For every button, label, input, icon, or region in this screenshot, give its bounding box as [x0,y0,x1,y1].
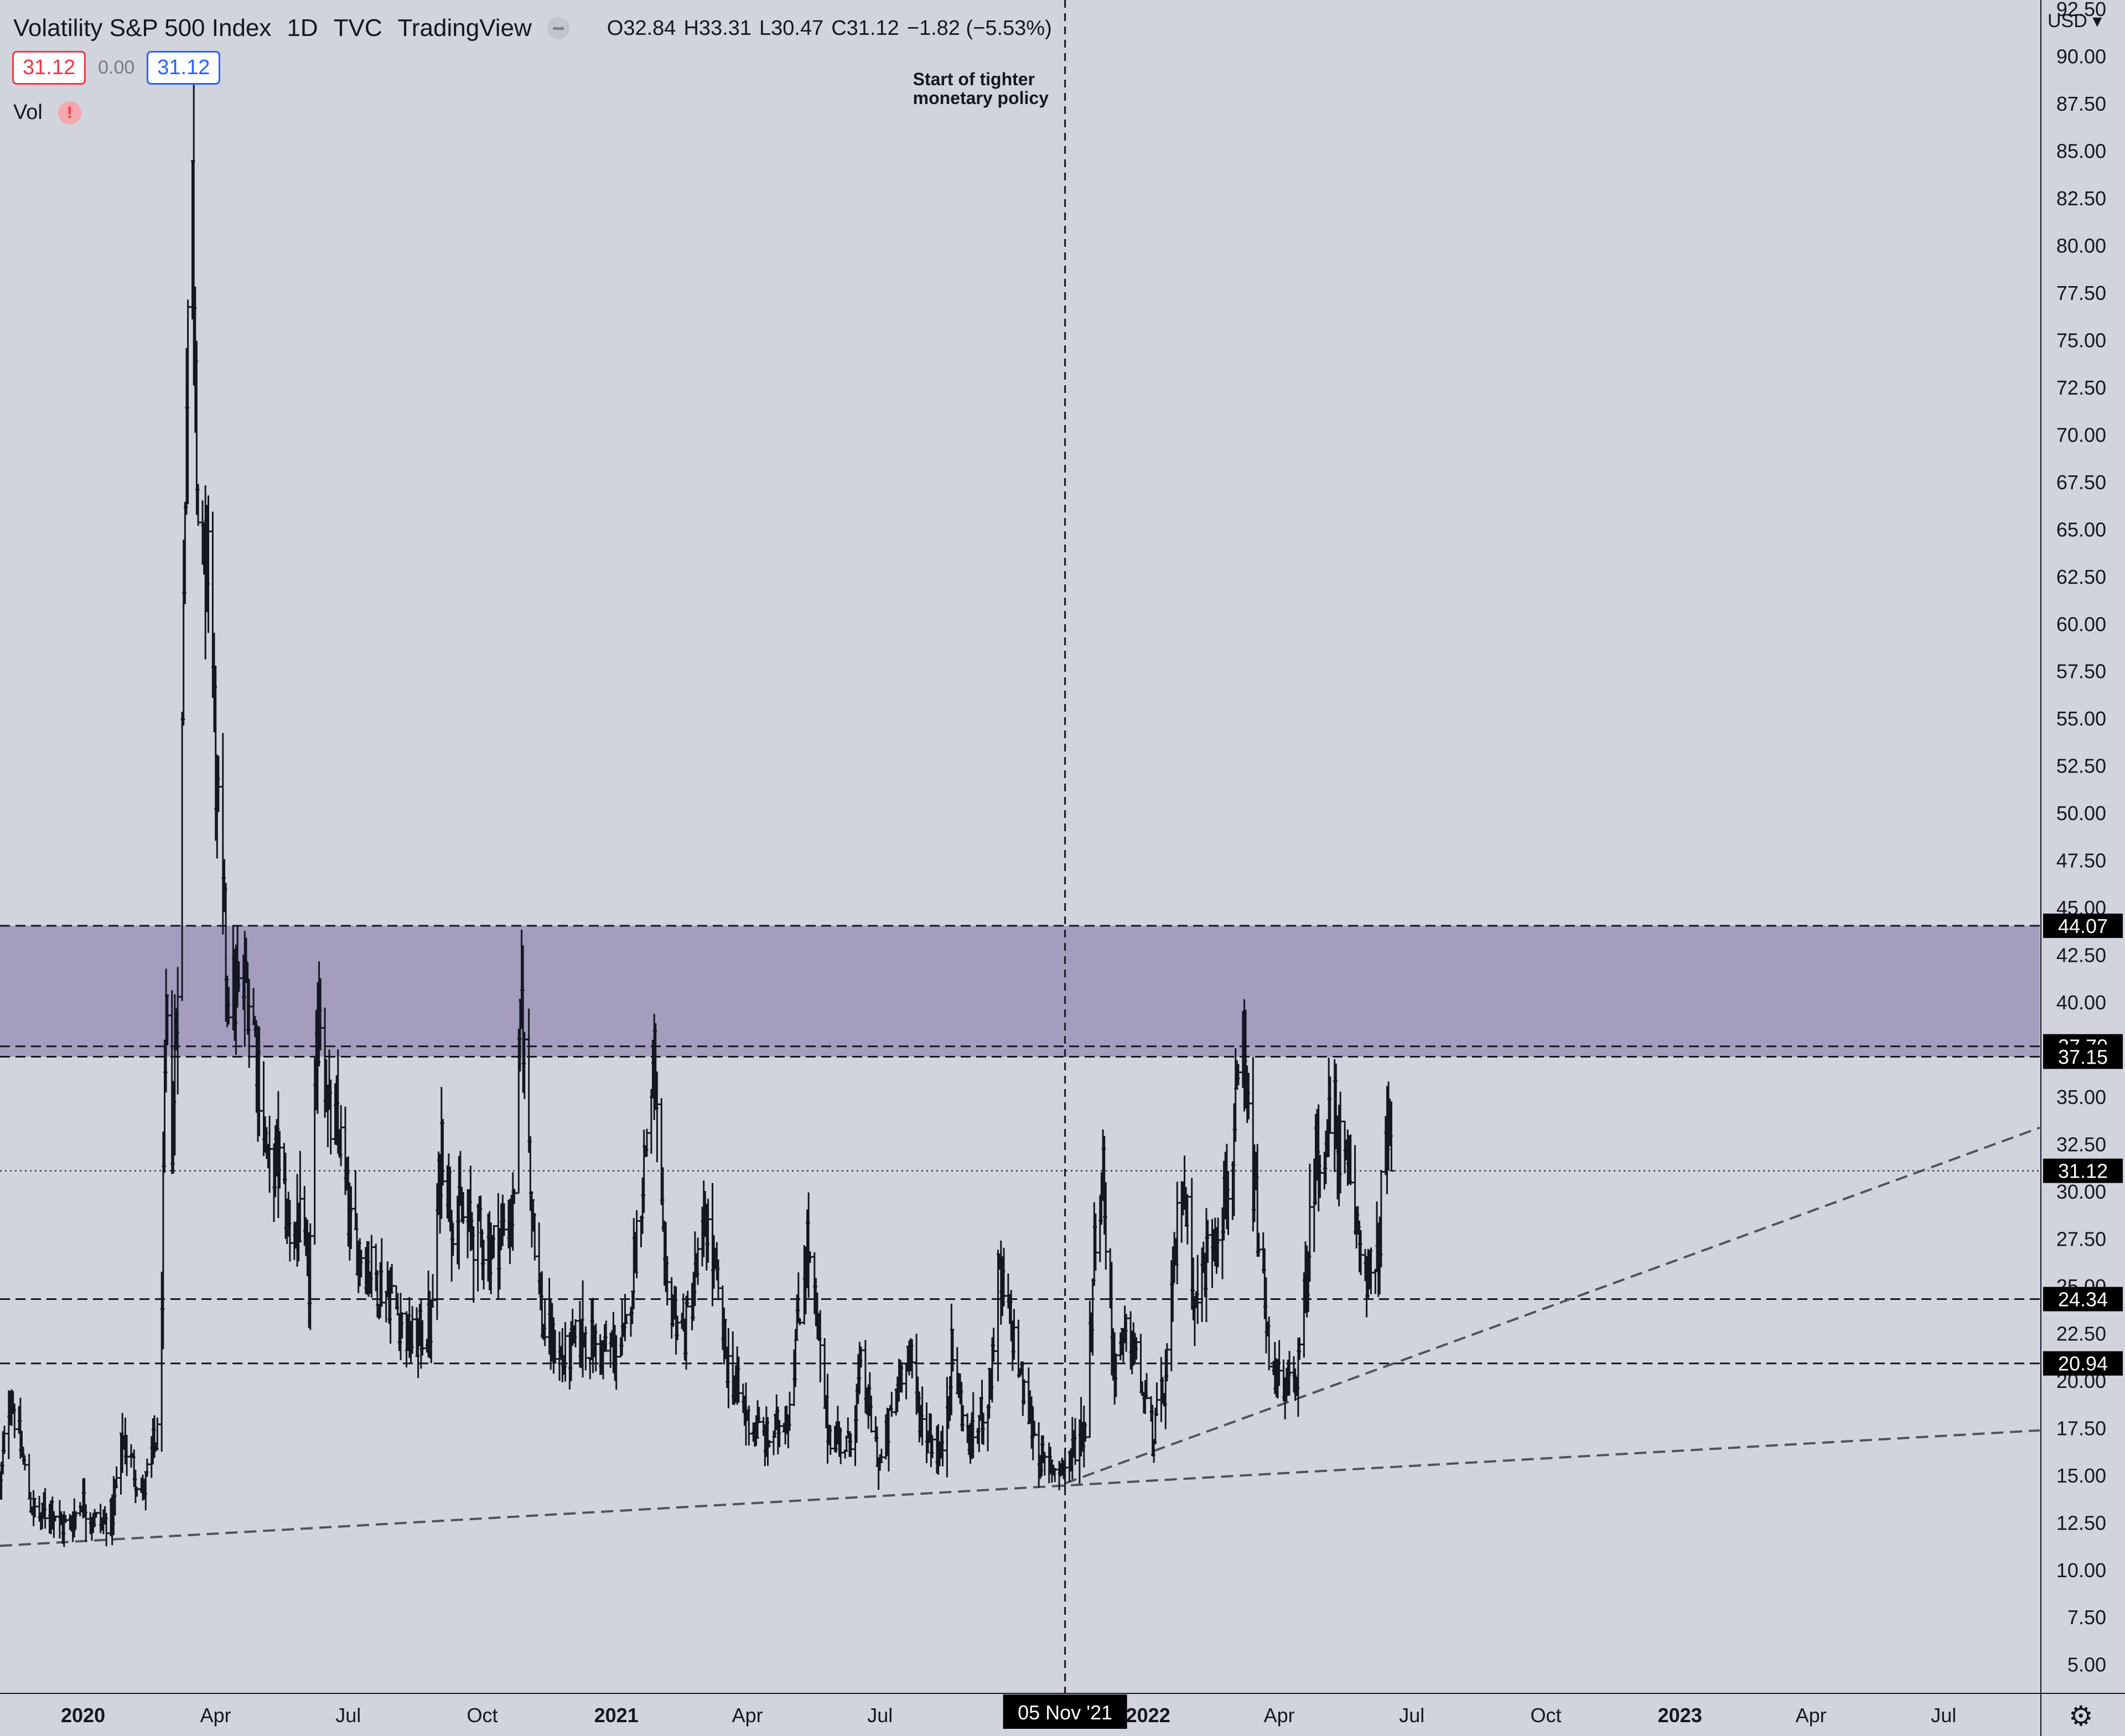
price-tick-label: 57.50 [2056,660,2106,683]
spread-value: 0.00 [98,57,135,78]
price-tick-label: 40.00 [2056,991,2106,1014]
interval-label[interactable]: 1D [287,14,318,42]
time-tick-label: Apr [200,1704,231,1727]
price-tick-label: 50.00 [2056,802,2106,825]
crosshair-time-label-box [1003,1694,1127,1729]
quote-panel: 31.12 0.00 31.12 [12,51,221,85]
time-tick-label: Jul [1931,1704,1956,1727]
indicator-legend: Vol ! [13,101,81,125]
warning-icon[interactable]: ! [58,101,81,125]
time-tick-label: Jul [867,1704,893,1727]
price-tick-label: 5.00 [2067,1654,2106,1676]
price-tick-label: 52.50 [2056,755,2106,778]
trendline[interactable] [1064,1126,2040,1485]
price-label-text: 31.12 [2058,1160,2108,1183]
price-tick-label: 60.00 [2056,613,2106,635]
time-tick-label: 2020 [61,1704,105,1727]
price-tick-label: 77.50 [2056,282,2106,304]
price-label-box [2043,1351,2123,1376]
price-tick-label: 12.50 [2056,1511,2106,1534]
sell-button[interactable]: 31.12 [12,51,86,85]
price-tick-label: 22.50 [2056,1322,2106,1345]
time-tick-label: Apr [1264,1704,1295,1727]
buy-button[interactable]: 31.12 [147,51,221,85]
price-tick-label: 15.00 [2056,1464,2106,1487]
time-tick-label: Jul [335,1704,361,1727]
time-tick-label: 2021 [594,1704,639,1727]
change-value: −1.82 (−5.53%) [906,16,1052,40]
price-tick-label: 17.50 [2056,1417,2106,1439]
ohlc-values: O32.84 H33.31 L30.47 C31.12 −1.82 (−5.53… [607,17,1052,40]
high-value: H33.31 [683,16,751,40]
crosshair-time-label: 05 Nov '21 [1018,1701,1112,1724]
provider-label: TradingView [397,14,532,42]
chevron-down-icon: ▾ [2092,11,2102,32]
price-tick-label: 47.50 [2056,849,2106,872]
time-tick-label: Oct [467,1704,497,1727]
price-label-box [2043,1287,2123,1312]
volume-indicator-label[interactable]: Vol [13,101,43,124]
time-tick-label: 2022 [1126,1704,1170,1727]
price-label-text: 44.07 [2058,915,2108,937]
price-tick-label: 92.50 [2056,0,2106,20]
price-tick-label: 85.00 [2056,140,2106,163]
price-tick-label: 80.00 [2056,234,2106,257]
currency-label: USD [2048,11,2087,32]
gear-icon[interactable]: ⚙ [2069,1701,2093,1732]
time-tick-label: 2023 [1658,1704,1702,1727]
price-tick-label: 7.50 [2067,1606,2106,1629]
time-tick-label: Jul [1399,1704,1424,1727]
price-tick-label: 87.50 [2056,92,2106,115]
price-tick-label: 65.00 [2056,518,2106,541]
time-tick-label: Oct [1530,1704,1561,1727]
annotation-text[interactable]: monetary policy [913,88,1049,108]
price-label-box [2043,1044,2123,1069]
price-tick-label: 70.00 [2056,423,2106,446]
price-label-box [2043,1158,2123,1183]
exchange-label: TVC [333,14,382,42]
resistance-zone[interactable] [0,925,2040,1057]
symbol-header: Volatility S&P 500 Index 1D TVC TradingV… [13,9,1052,48]
price-label-text: 37.15 [2058,1046,2108,1069]
price-tick-label: 82.50 [2056,187,2106,210]
close-value: C31.12 [831,16,899,40]
price-tick-label: 35.00 [2056,1086,2106,1108]
price-label-text: 20.94 [2058,1352,2108,1375]
price-tick-label: 75.00 [2056,329,2106,351]
price-label-box [2043,913,2123,938]
price-tick-label: 62.50 [2056,566,2106,588]
price-tick-label: 67.50 [2056,471,2106,494]
time-tick-label: Apr [1796,1704,1827,1727]
open-value: O32.84 [607,16,676,40]
trendline[interactable] [0,1429,2040,1547]
price-tick-label: 32.50 [2056,1133,2106,1155]
price-tick-label: 30.00 [2056,1180,2106,1203]
low-value: L30.47 [759,16,824,40]
symbol-title[interactable]: Volatility S&P 500 Index [13,14,272,42]
price-tick-label: 90.00 [2056,45,2106,68]
price-tick-label: 55.00 [2056,707,2106,730]
annotation-text[interactable]: Start of tighter [913,69,1035,89]
time-tick-label: Apr [732,1704,763,1727]
collapse-legend-icon[interactable] [547,17,569,39]
price-tick-label: 27.50 [2056,1227,2106,1250]
price-tick-label: 42.50 [2056,944,2106,967]
ohlc-bars[interactable] [0,64,1395,1547]
price-label-text: 24.34 [2058,1288,2108,1310]
price-tick-label: 72.50 [2056,376,2106,399]
currency-selector[interactable]: USD ▾ [2048,10,2102,32]
price-tick-label: 10.00 [2056,1559,2106,1582]
